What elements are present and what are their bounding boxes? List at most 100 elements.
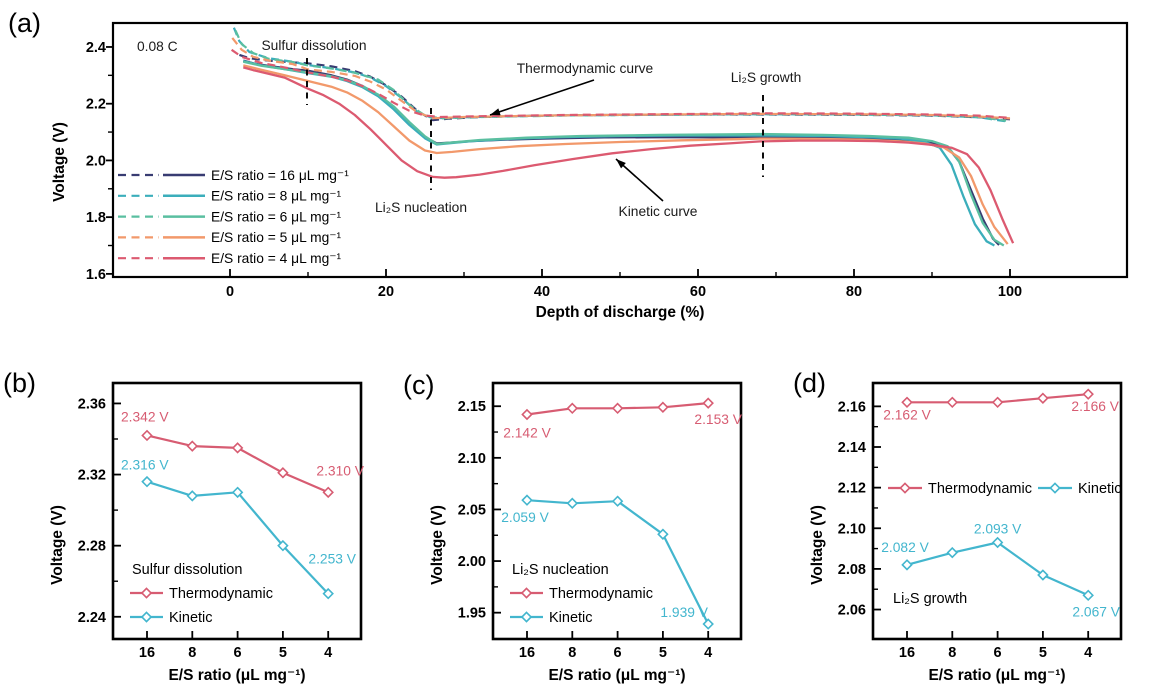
annotation-kinetic-curve: Kinetic curve — [619, 204, 698, 219]
panel-a-series-4-thermodynamic — [230, 48, 1011, 119]
panel-d-series-1-marker — [946, 546, 959, 559]
panel-d-series-1-marker — [901, 559, 913, 571]
point-label: 2.059 V — [501, 510, 549, 525]
panel-b-legend: Sulfur dissolution Thermodynamic Kinetic — [130, 562, 273, 626]
panel-d-series-0-marker — [991, 396, 1004, 409]
x-tick-label: 6 — [614, 645, 622, 661]
annotation-sulfur-dissolution: Sulfur dissolution — [261, 38, 366, 53]
y-axis-label: Voltage (V) — [809, 505, 826, 585]
panel-c-plot: 16 8 6 5 4 1.95 2.00 2.05 2.10 2.15 E/S ratio (μL … — [429, 381, 743, 684]
legend-label: Thermodynamic — [928, 481, 1032, 497]
x-tick-label: 5 — [1039, 645, 1047, 661]
x-tick-label: 8 — [568, 645, 576, 661]
panel-c-series-0-marker — [566, 402, 579, 415]
point-label: 2.067 V — [1072, 604, 1120, 619]
legend-title: Sulfur dissolution — [132, 562, 242, 578]
y-tick-label: 2.10 — [458, 451, 486, 467]
kinetic-arrow-head — [616, 159, 626, 169]
legend-marker-sample — [520, 611, 533, 623]
thermodynamic-arrow-head — [490, 108, 501, 116]
x-tick-label: 100 — [998, 284, 1022, 300]
x-tick-label: 0 — [226, 284, 234, 300]
panel-d-series-0-marker — [1082, 388, 1094, 400]
x-tick-label: 8 — [948, 645, 956, 661]
panel-b-series-1-marker — [186, 490, 199, 502]
y-tick-label: 2.12 — [838, 481, 866, 497]
legend-label: E/S ratio = 16 μL mg⁻¹ — [211, 168, 349, 183]
panel-b-series-0-marker — [141, 429, 153, 442]
legend-label: Thermodynamic — [549, 586, 653, 602]
y-tick-label: 1.95 — [458, 606, 486, 622]
panel-b-plot: 16 8 6 5 4 2.24 2.28 2.32 2.36 E/S ratio (μL mg⁻¹… — [49, 381, 365, 684]
kinetic-arrow — [615, 158, 664, 202]
y-tick-label: 1.8 — [86, 210, 106, 226]
panel-c-series-0-marker — [611, 402, 624, 415]
panel-c-legend: Li₂S nucleation Thermodynamic Kinetic — [510, 562, 653, 626]
x-tick-label: 4 — [1084, 645, 1092, 661]
point-label: 2.253 V — [308, 552, 356, 567]
x-tick-label: 16 — [519, 645, 535, 661]
panel-c-series-1-marker — [611, 495, 624, 507]
legend-label: E/S ratio = 5 μL mg⁻¹ — [211, 230, 342, 245]
x-tick-label: 16 — [139, 645, 155, 661]
panel-b-series-1-marker — [322, 587, 334, 600]
x-axis-label: Depth of discharge (%) — [536, 304, 705, 321]
panel-d-series-1-marker — [1037, 569, 1049, 581]
legend-label: E/S ratio = 6 μL mg⁻¹ — [211, 209, 342, 224]
panel-c-series-1-marker — [566, 497, 579, 509]
annotation-li2s-growth: Li₂S growth — [731, 70, 802, 85]
legend-label: E/S ratio = 4 μL mg⁻¹ — [211, 251, 342, 266]
point-label: 2.310 V — [316, 463, 364, 478]
legend-marker-sample — [140, 611, 153, 623]
panel-c-series-1-marker — [657, 528, 669, 540]
x-axis-label: E/S ratio (μL mg⁻¹) — [168, 667, 305, 684]
panel-b-series-0-marker — [322, 486, 334, 499]
legend-label: Kinetic — [549, 610, 593, 626]
legend-marker-sample — [140, 587, 153, 599]
panel-b-series-0-marker — [277, 467, 289, 479]
x-axis-label: E/S ratio (μL mg⁻¹) — [928, 667, 1065, 684]
y-axis-label: Voltage (V) — [429, 505, 446, 585]
x-tick-label: 60 — [690, 284, 706, 300]
panel-d-plot: 16 8 6 5 4 2.06 2.08 2.10 2.12 2.14 2.16 E/S ratio … — [809, 381, 1123, 684]
point-label: 2.082 V — [881, 540, 929, 555]
point-label: 2.153 V — [694, 412, 742, 427]
panel-d-series-0-marker — [1037, 392, 1049, 404]
panel-d-series-0-marker — [946, 396, 959, 409]
point-label: 2.142 V — [503, 425, 551, 440]
legend-title: Li₂S nucleation — [512, 562, 609, 578]
y-tick-label: 2.2 — [86, 97, 106, 113]
legend-marker-sample — [899, 482, 911, 494]
panel-d-series-1-marker — [1082, 589, 1094, 602]
panel-a-plot: 0 20 40 60 80 100 1.6 1.8 2.0 2.2 2.4 Depth of disc… — [51, 21, 1129, 321]
y-tick-label: 2.06 — [838, 603, 866, 619]
thermodynamic-arrow — [489, 79, 595, 116]
x-tick-label: 6 — [234, 645, 242, 661]
y-axis-label: Voltage (V) — [49, 505, 66, 585]
y-tick-label: 2.28 — [78, 539, 106, 555]
panel-d-series-1-marker — [991, 536, 1004, 549]
y-tick-label: 2.15 — [458, 399, 486, 415]
point-label: 2.166 V — [1071, 399, 1119, 414]
y-tick-label: 2.05 — [458, 502, 486, 518]
panel-a-frame — [111, 21, 1129, 279]
y-tick-label: 2.10 — [838, 521, 866, 537]
legend-title: Li₂S growth — [893, 591, 967, 607]
legend-label: Kinetic — [169, 610, 213, 626]
x-tick-label: 4 — [704, 645, 712, 661]
panel-c-series-1-marker — [521, 494, 533, 506]
panel-b-series-0-marker — [186, 440, 199, 452]
y-tick-label: 2.24 — [78, 610, 106, 626]
x-tick-label: 80 — [846, 284, 862, 300]
x-axis-label: E/S ratio (μL mg⁻¹) — [548, 667, 685, 684]
panel-d-series-1-line — [906, 541, 1089, 597]
x-tick-label: 40 — [534, 284, 550, 300]
panel-b-series-0-marker — [231, 442, 244, 454]
point-label: 2.342 V — [121, 409, 169, 424]
y-tick-label: 2.16 — [838, 399, 866, 415]
y-tick-label: 2.36 — [78, 396, 106, 412]
y-axis-label: Voltage (V) — [51, 122, 68, 202]
panel-d-label: (d) — [793, 368, 826, 398]
panel-d-series-0-marker — [901, 396, 913, 409]
